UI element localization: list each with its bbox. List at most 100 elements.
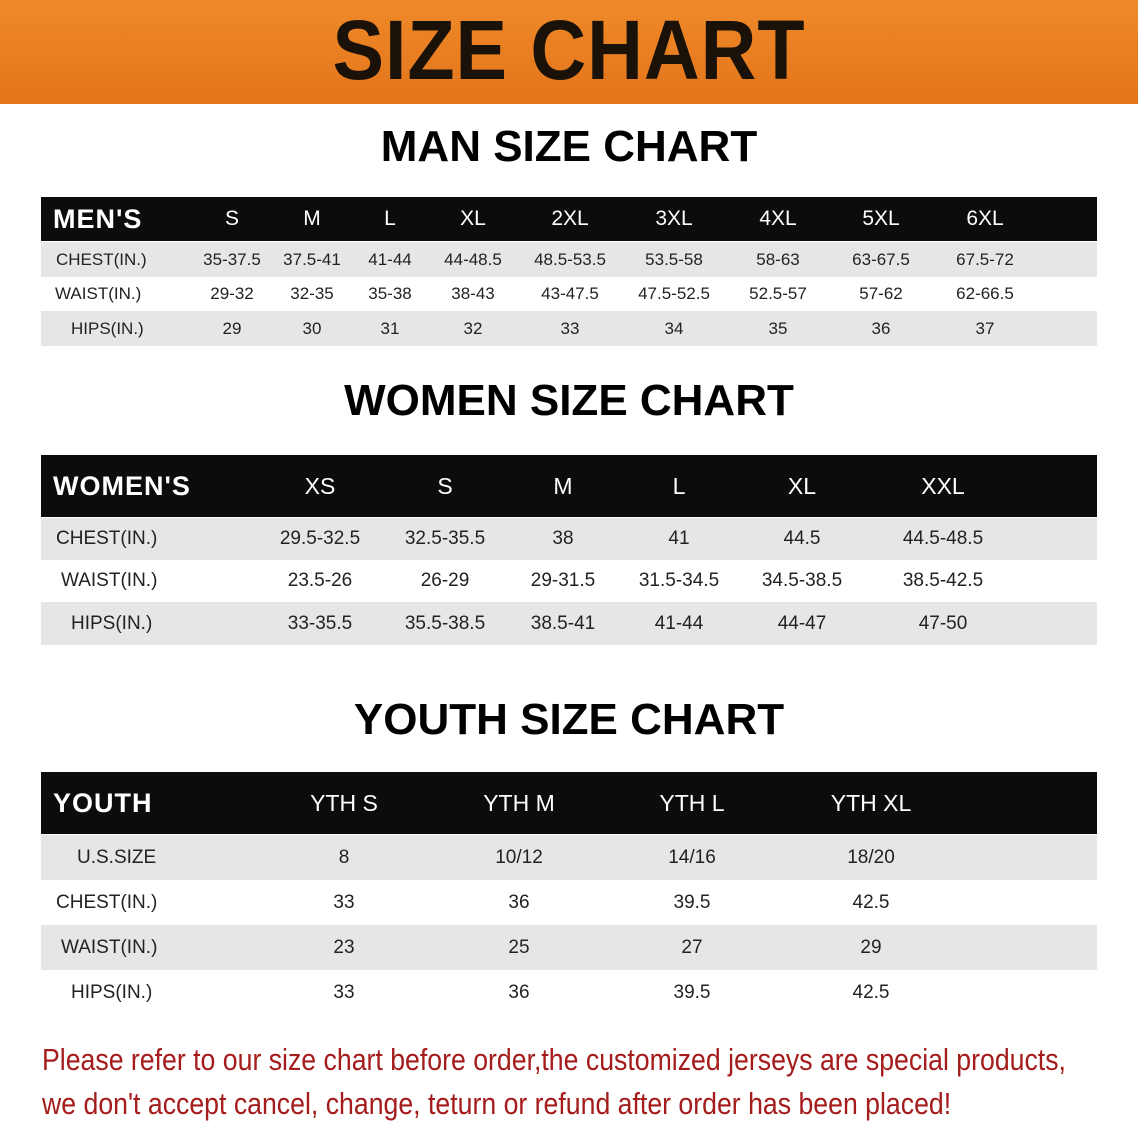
table-row: CHEST(IN.) 35-37.5 37.5-41 41-44 44-48.5 48.5… xyxy=(41,242,1097,277)
table-cell: 8 xyxy=(338,846,350,868)
table-cell: 42.5 xyxy=(852,891,890,913)
table-cell: 31 xyxy=(380,318,400,338)
header-row: MEN'S S M L XL 2XL 3XL 4XL 5XL 6XL xyxy=(41,197,1097,241)
table-cell: 25 xyxy=(508,936,530,958)
size-header-cell: 2XL xyxy=(551,207,589,230)
row-label: HIPS(IN.) xyxy=(71,612,153,634)
size-header-cell: YTH L xyxy=(659,789,725,816)
table-cell: 52.5-57 xyxy=(749,284,807,303)
row-label: WAIST(IN.) xyxy=(55,284,142,303)
table-cell: 36 xyxy=(508,982,530,1003)
table-cell: 62-66.5 xyxy=(956,284,1014,303)
row-label: WAIST(IN.) xyxy=(61,570,158,591)
size-header-cell: S xyxy=(224,207,239,230)
size-header-cell: YTH S xyxy=(310,789,378,816)
table-cell: 33 xyxy=(333,982,355,1003)
table-cell: 33-35.5 xyxy=(287,612,353,634)
youth-section-title: YOUTH SIZE CHART xyxy=(353,695,785,744)
table-cell: 44-48.5 xyxy=(444,249,502,269)
table-title-cell: MEN'S xyxy=(53,203,143,234)
table-cell: 48.5-53.5 xyxy=(534,249,606,269)
size-header-cell: XL xyxy=(460,207,486,230)
table-row: HIPS(IN.) 29 30 31 32 33 34 35 36 37 xyxy=(41,311,1097,346)
table-row: WAIST(IN.) 29-32 32-35 35-38 38-43 43-47.5 47.… xyxy=(41,277,1097,311)
table-title-cell: YOUTH xyxy=(53,787,153,818)
table-cell: 38.5-41 xyxy=(530,612,596,634)
size-header-cell: S xyxy=(437,472,453,499)
row-label: CHEST(IN.) xyxy=(56,891,158,913)
table-cell: 23.5-26 xyxy=(287,570,353,591)
table-cell: 27 xyxy=(681,936,703,958)
table-row: HIPS(IN.) 33-35.5 35.5-38.5 38.5-41 41-44 44-… xyxy=(41,602,1097,645)
men-section-title: MAN SIZE CHART xyxy=(380,122,758,171)
notice-line-2: we don't accept cancel, change, teturn o… xyxy=(42,1086,952,1121)
table-row: HIPS(IN.) 33 36 39.5 42.5 xyxy=(41,970,1097,1016)
table-cell: 44.5 xyxy=(783,528,821,549)
size-header-cell: XS xyxy=(304,472,336,499)
row-label: U.S.SIZE xyxy=(77,846,157,868)
table-cell: 37.5-41 xyxy=(283,249,341,269)
table-cell: 36 xyxy=(871,318,891,338)
row-label: HIPS(IN.) xyxy=(71,318,144,338)
size-header-cell: L xyxy=(672,472,686,499)
table-cell: 34 xyxy=(664,318,684,338)
table-cell: 33 xyxy=(333,891,355,913)
header-row: YOUTH YTH S YTH M YTH L YTH XL xyxy=(41,772,1097,834)
table-title-cell: WOMEN'S xyxy=(53,470,191,501)
notice-line-1: Please refer to our size chart before or… xyxy=(42,1042,1066,1077)
size-header-cell: M xyxy=(303,207,321,230)
table-cell: 32.5-35.5 xyxy=(404,528,486,549)
table-cell: 43-47.5 xyxy=(541,284,599,303)
table-cell: 18/20 xyxy=(847,846,895,868)
table-cell: 53.5-58 xyxy=(645,249,703,269)
row-label: HIPS(IN.) xyxy=(71,982,153,1003)
table-cell: 63-67.5 xyxy=(852,249,910,269)
table-cell: 39.5 xyxy=(673,891,711,913)
table-cell: 47-50 xyxy=(918,612,968,634)
table-cell: 44-47 xyxy=(777,612,827,634)
header-row: WOMEN'S XS S M L XL XXL xyxy=(41,455,1097,517)
table-cell: 37 xyxy=(975,318,995,338)
table-cell: 41-44 xyxy=(654,612,704,634)
table-cell: 31.5-34.5 xyxy=(638,570,720,591)
size-header-cell: XL xyxy=(787,472,817,499)
row-label: CHEST(IN.) xyxy=(56,528,158,549)
table-cell: 36 xyxy=(508,891,530,913)
table-cell: 41-44 xyxy=(368,249,412,269)
table-cell: 23 xyxy=(333,936,355,958)
size-header-cell: M xyxy=(553,472,573,499)
row-label: CHEST(IN.) xyxy=(56,249,147,269)
table-cell: 29-31.5 xyxy=(530,570,596,591)
notice-text: Please refer to our size chart before or… xyxy=(42,1038,1066,1126)
table-cell: 34.5-38.5 xyxy=(761,570,843,591)
row-label: WAIST(IN.) xyxy=(61,936,158,958)
size-header-cell: 5XL xyxy=(862,207,900,230)
table-cell: 29 xyxy=(860,936,882,958)
table-cell: 29 xyxy=(222,318,242,338)
table-cell: 44.5-48.5 xyxy=(902,528,984,549)
table-cell: 30 xyxy=(302,318,322,338)
table-row: CHEST(IN.) 33 36 39.5 42.5 xyxy=(41,880,1097,925)
table-row: CHEST(IN.) 29.5-32.5 32.5-35.5 38 41 44.5 44.5… xyxy=(41,518,1097,560)
table-cell: 14/16 xyxy=(668,846,716,868)
table-cell: 29.5-32.5 xyxy=(279,528,361,549)
table-cell: 32 xyxy=(463,318,483,338)
table-cell: 35-38 xyxy=(368,284,412,303)
table-cell: 57-62 xyxy=(859,284,903,303)
size-header-cell: L xyxy=(384,207,396,230)
table-cell: 47.5-52.5 xyxy=(638,284,710,303)
size-header-cell: 4XL xyxy=(759,207,797,230)
table-cell: 38.5-42.5 xyxy=(902,570,984,591)
table-cell: 32-35 xyxy=(290,284,334,303)
table-cell: 35.5-38.5 xyxy=(404,612,486,634)
size-header-cell: 3XL xyxy=(655,207,693,230)
table-cell: 35-37.5 xyxy=(203,249,261,269)
table-cell: 26-29 xyxy=(420,570,470,591)
size-header-cell: 6XL xyxy=(966,207,1004,230)
women-section-title: WOMEN SIZE CHART xyxy=(344,376,794,425)
table-row: U.S.SIZE 8 10/12 14/16 18/20 xyxy=(41,835,1097,880)
table-cell: 38 xyxy=(552,528,574,549)
table-row: WAIST(IN.) 23.5-26 26-29 29-31.5 31.5-34.5 34… xyxy=(41,560,1097,602)
table-cell: 58-63 xyxy=(756,249,800,269)
size-header-cell: XXL xyxy=(921,472,965,499)
